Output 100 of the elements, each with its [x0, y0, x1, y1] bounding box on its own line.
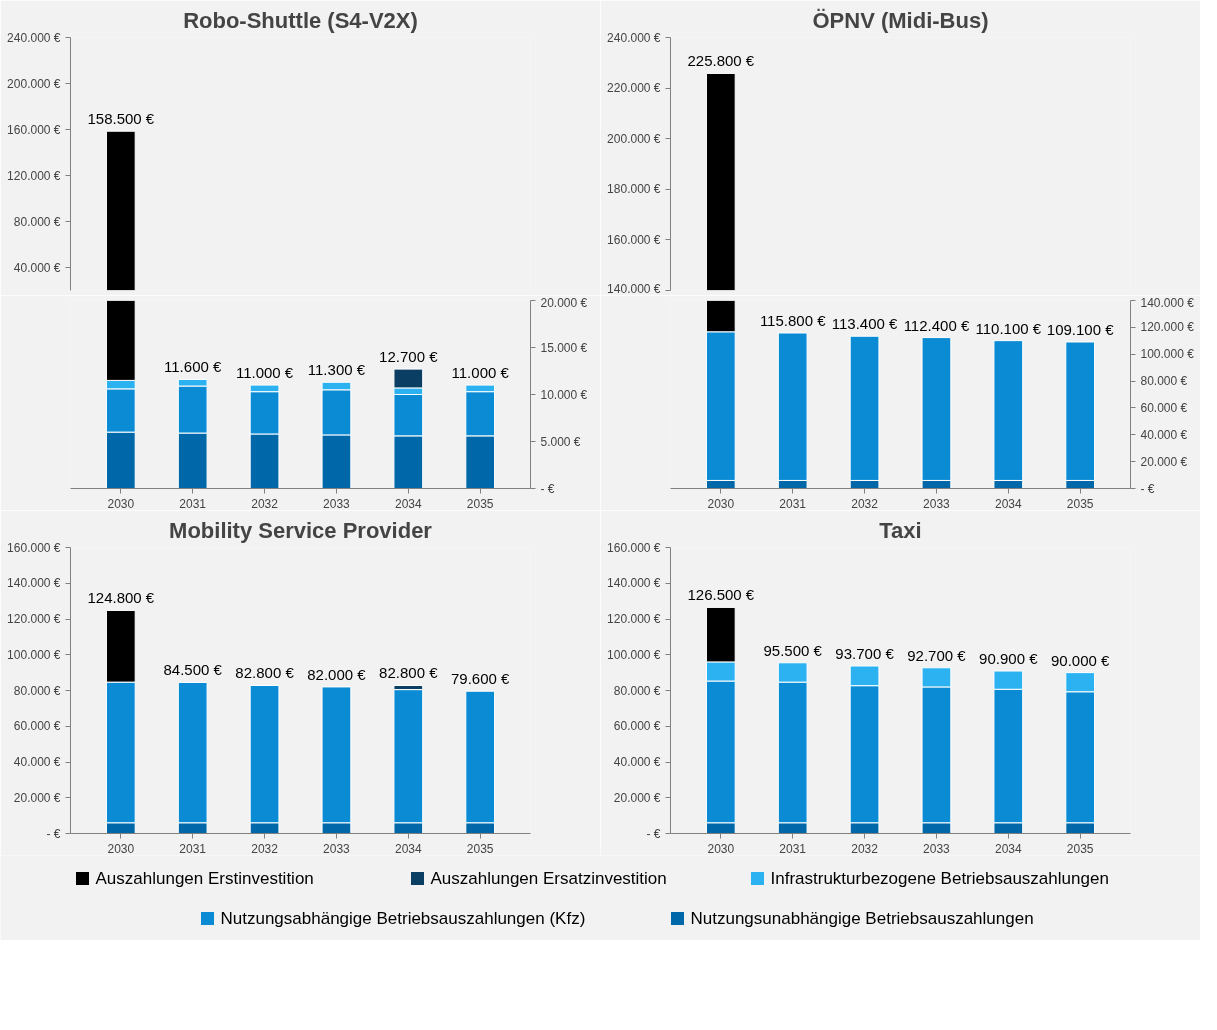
x-tick-label: 2035	[466, 496, 494, 511]
y-tick-label: 20.000 €	[13, 790, 61, 805]
y-tick-label: 20.000 €	[613, 790, 661, 805]
total-label: 11.000 €	[235, 364, 294, 382]
total-label: 82.800 €	[379, 664, 439, 682]
total-label: 124.800 €	[87, 589, 155, 607]
y2-tick-label: 20.000 €	[540, 295, 588, 310]
total-label: 90.000 €	[1050, 651, 1111, 669]
y2-tick-label: 100.000 €	[1140, 347, 1195, 362]
chart-title: ÖPNV (Midi-Bus)	[812, 7, 989, 33]
y-tick-label: 60.000 €	[613, 719, 661, 734]
x-tick-label: 2030	[707, 841, 735, 856]
x-tick-label: 2034	[394, 496, 422, 511]
y-tick-label: 240.000 €	[7, 30, 61, 45]
total-label: 11.600 €	[164, 358, 222, 376]
annotation: 158.500 €	[87, 110, 155, 128]
total-label: 82.800 €	[235, 664, 295, 682]
y-tick-label: 40.000 €	[13, 260, 61, 275]
y2-tick-label: 40.000 €	[1140, 427, 1188, 442]
y-tick-label: 120.000 €	[7, 612, 61, 626]
legend-label: Nutzungsunabhängige Betriebsauszahlungen	[690, 909, 1034, 928]
total-label: 84.500 €	[163, 661, 223, 679]
y-tick-label: 100.000 €	[607, 647, 661, 662]
x-tick-label: 2033	[323, 496, 351, 511]
legend-label: Auszahlungen Ersatzinvestition	[430, 869, 667, 888]
annotation: 225.800 €	[687, 52, 755, 70]
y2-tick-label: 5.000 €	[540, 434, 581, 449]
x-tick-label: 2032	[851, 841, 879, 856]
legend-label: Nutzungsabhängige Betriebsauszahlungen (Kfz)	[220, 909, 586, 928]
x-tick-label: 2031	[779, 841, 807, 856]
chart-title: Robo-Shuttle (S4-V2X)	[183, 7, 418, 33]
y2-tick-label: - €	[540, 481, 555, 496]
total-label: 79.600 €	[450, 670, 511, 688]
y-tick-label: 140.000 €	[607, 576, 661, 591]
x-tick-label: 2030	[707, 496, 735, 511]
total-label: 93.700 €	[835, 645, 895, 663]
legend-label: Infrastrukturbezogene Betriebsauszahlungen	[770, 869, 1109, 888]
y-tick-label: 160.000 €	[607, 540, 661, 555]
y-tick-label: - €	[46, 826, 61, 841]
x-tick-label: 2035	[1066, 496, 1094, 511]
y2-tick-label: 10.000 €	[540, 387, 588, 402]
y-tick-label: 100.000 €	[7, 647, 61, 662]
x-tick-label: 2031	[779, 496, 807, 511]
x-tick-label: 2032	[251, 496, 279, 511]
y-tick-label: 240.000 €	[607, 30, 661, 45]
y2-tick-label: 120.000 €	[1140, 320, 1195, 335]
y-tick-label: 200.000 €	[607, 131, 661, 146]
y2-tick-label: - €	[1140, 481, 1155, 496]
chart-title: Taxi	[879, 517, 922, 543]
x-tick-label: 2033	[323, 841, 351, 856]
x-tick-label: 2035	[466, 841, 494, 856]
total-label: 112.400 €	[903, 316, 970, 334]
total-label: 115.800 €	[759, 312, 827, 329]
y-tick-label: 120.000 €	[7, 168, 61, 183]
x-tick-label: 2035	[1066, 841, 1094, 856]
y2-tick-label: 80.000 €	[1140, 374, 1188, 389]
y2-tick-label: 20.000 €	[1140, 454, 1188, 469]
y2-tick-label: 140.000 €	[1140, 295, 1195, 310]
y-tick-label: 80.000 €	[13, 683, 61, 698]
y-tick-label: 60.000 €	[13, 719, 61, 734]
y-tick-label: 160.000 €	[7, 540, 61, 555]
total-label: 110.100 €	[975, 319, 1042, 337]
x-tick-label: 2034	[994, 841, 1022, 856]
total-label: 95.500 €	[763, 641, 823, 659]
total-label: 90.900 €	[979, 650, 1039, 668]
total-label: 11.300 €	[307, 361, 366, 379]
y2-tick-label: 15.000 €	[540, 340, 588, 355]
x-tick-label: 2034	[394, 841, 422, 856]
y-tick-label: 200.000 €	[7, 76, 61, 91]
x-tick-label: 2031	[179, 841, 207, 856]
total-label: 12.700 €	[379, 348, 439, 366]
y-tick-label: 80.000 €	[613, 683, 661, 698]
total-label: 11.000 €	[451, 364, 510, 382]
chart-title: Mobility Service Provider	[169, 517, 433, 543]
x-tick-label: 2032	[851, 496, 879, 511]
total-label: 82.000 €	[307, 665, 367, 683]
x-tick-label: 2032	[251, 841, 279, 856]
y-tick-label: 220.000 €	[607, 81, 661, 96]
y-tick-label: 160.000 €	[7, 122, 61, 137]
x-tick-label: 2031	[179, 496, 207, 511]
x-tick-label: 2034	[994, 496, 1022, 511]
y-tick-label: 120.000 €	[607, 612, 661, 626]
y-tick-label: 160.000 €	[607, 232, 661, 247]
legend-label: Auszahlungen Erstinvestition	[95, 869, 314, 888]
x-tick-label: 2030	[107, 496, 135, 511]
y-tick-label: 40.000 €	[613, 755, 661, 769]
y-tick-label: - €	[646, 826, 661, 841]
y-tick-label: 140.000 €	[7, 576, 61, 591]
y-tick-label: 80.000 €	[13, 214, 61, 229]
total-label: 113.400 €	[831, 315, 899, 333]
x-tick-label: 2033	[923, 496, 951, 511]
total-label: 126.500 €	[687, 586, 755, 604]
x-tick-label: 2033	[923, 841, 951, 856]
y-tick-label: 140.000 €	[607, 281, 661, 296]
y-tick-label: 40.000 €	[13, 755, 61, 769]
y2-tick-label: 60.000 €	[1140, 400, 1188, 415]
y-tick-label: 180.000 €	[607, 182, 661, 197]
x-tick-label: 2030	[107, 841, 135, 856]
total-label: 109.100 €	[1046, 320, 1115, 338]
total-label: 92.700 €	[907, 646, 967, 664]
